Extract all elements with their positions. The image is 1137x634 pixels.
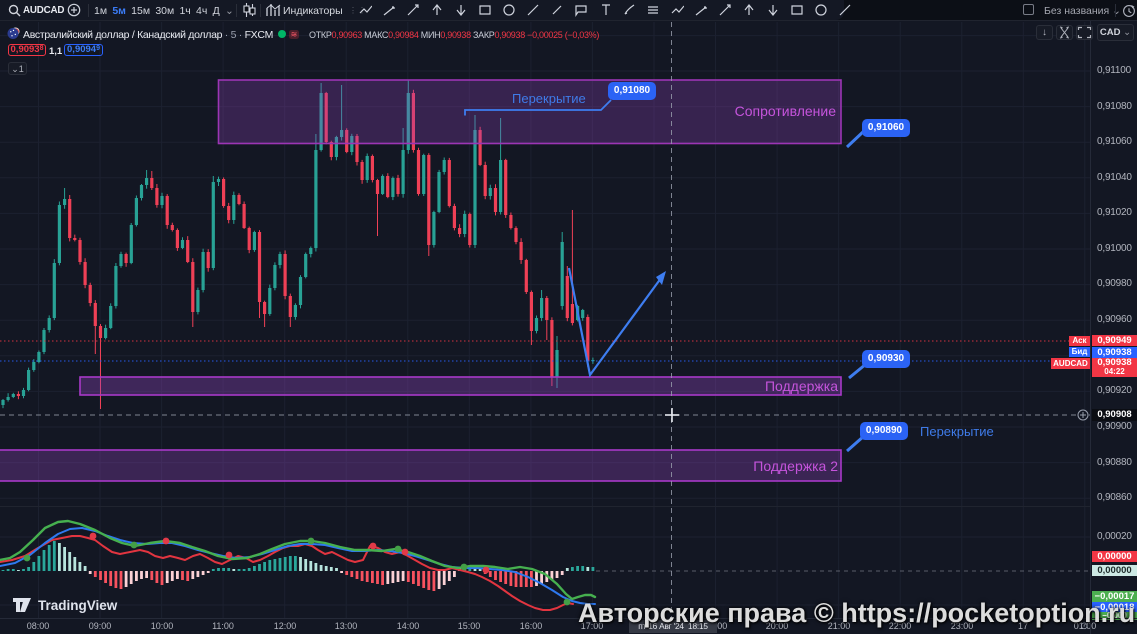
svg-text:TradingView: TradingView (38, 598, 118, 613)
